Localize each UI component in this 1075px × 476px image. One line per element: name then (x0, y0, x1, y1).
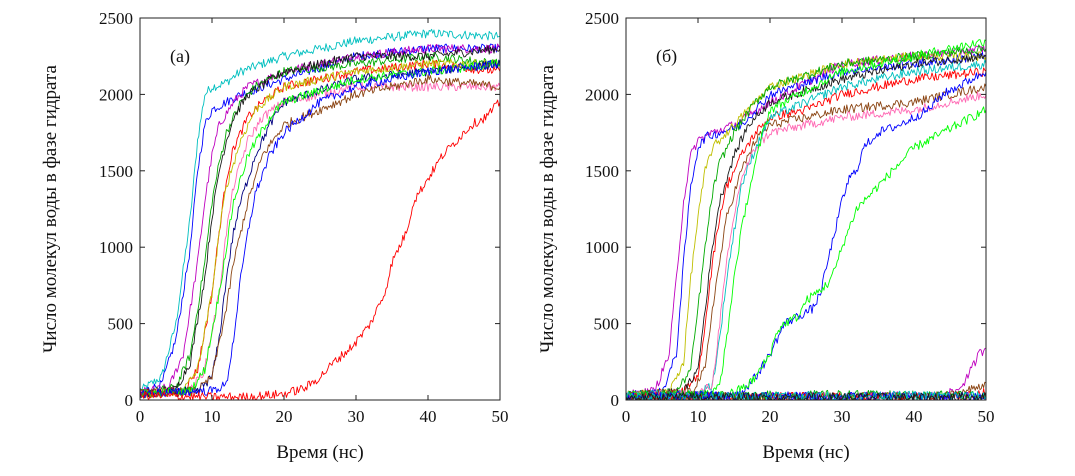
panel-a-xtick-label: 50 (492, 407, 509, 426)
panel-a-xtick-label: 0 (136, 407, 145, 426)
panel-a-series-line (140, 99, 500, 400)
panel-a-series-line (140, 28, 500, 393)
panel-a-ytick-label: 1000 (99, 238, 133, 257)
panel-b-xtick-label: 20 (762, 407, 779, 426)
panel-b-series-group (626, 39, 986, 400)
panel-a-ticks (139, 17, 501, 401)
panel-b-ytick-label: 500 (594, 315, 620, 334)
panel-a-ytick-label: 0 (125, 391, 134, 410)
panel-b-y-axis-title: Число молекул воды в фазе гидрата (537, 64, 558, 352)
panel-a-x-axis-title: Время (нс) (276, 442, 363, 463)
panel-a-label: (а) (170, 46, 190, 67)
panel-b-ytick-label: 2000 (585, 85, 619, 104)
panel-b-series-line (626, 51, 986, 400)
panel-a-series-line (140, 44, 500, 399)
panel-a-series-group (140, 28, 500, 400)
panel-a-xtick-label: 40 (420, 407, 437, 426)
panel-a-series-line (140, 59, 500, 398)
panel-a-ytick-label: 2000 (99, 85, 133, 104)
panel-b-series-line (626, 392, 986, 400)
panel-a-y-axis-title: Число молекул воды в фазе гидрата (40, 64, 61, 352)
panel-a-plot-frame (139, 17, 501, 401)
panel-b-plot-frame (625, 17, 987, 401)
panel-b-ytick-label: 2500 (585, 9, 619, 28)
panel-b-xtick-label: 40 (906, 407, 923, 426)
panel-b-series-line (626, 52, 986, 400)
panel-a-series-line (140, 58, 500, 399)
panel-a-ytick-label: 2500 (99, 9, 133, 28)
panel-b-ytick-label: 1500 (585, 162, 619, 181)
panel-b-ticks (625, 17, 987, 401)
panel-b-x-axis-title: Время (нс) (762, 442, 849, 463)
panel-b-series-line (626, 67, 986, 400)
panel-a-ytick-label: 1500 (99, 162, 133, 181)
panel-b-ytick-labels: 0 500 1000 1500 2000 2500 (585, 9, 619, 410)
panel-a-ytick-label: 500 (108, 315, 134, 334)
panel-b: 0 10 20 30 40 50 0 500 1000 1500 2000 25… (537, 9, 995, 463)
panel-a-xtick-label: 20 (276, 407, 293, 426)
panel-b-xtick-label: 10 (690, 407, 707, 426)
panel-b-xtick-label: 30 (834, 407, 851, 426)
panel-a-ytick-labels: 0 500 1000 1500 2000 2500 (99, 9, 133, 410)
panel-b-ytick-label: 1000 (585, 238, 619, 257)
panel-b-xtick-label: 0 (622, 407, 631, 426)
panel-a-xtick-labels: 0 10 20 30 40 50 (136, 407, 509, 426)
panel-a-series-line (140, 59, 500, 399)
panel-a-xtick-label: 30 (348, 407, 365, 426)
panel-b-series-line (626, 390, 986, 400)
panel-b-xtick-label: 50 (978, 407, 995, 426)
panel-b-series-line (626, 45, 986, 399)
panel-b-label: (б) (656, 46, 677, 67)
panel-a-xtick-label: 10 (204, 407, 221, 426)
panel-b-xtick-labels: 0 10 20 30 40 50 (622, 407, 995, 426)
panel-b-ytick-label: 0 (611, 391, 620, 410)
panel-a: 0 10 20 30 40 50 0 500 1000 1500 2000 25… (40, 9, 509, 463)
